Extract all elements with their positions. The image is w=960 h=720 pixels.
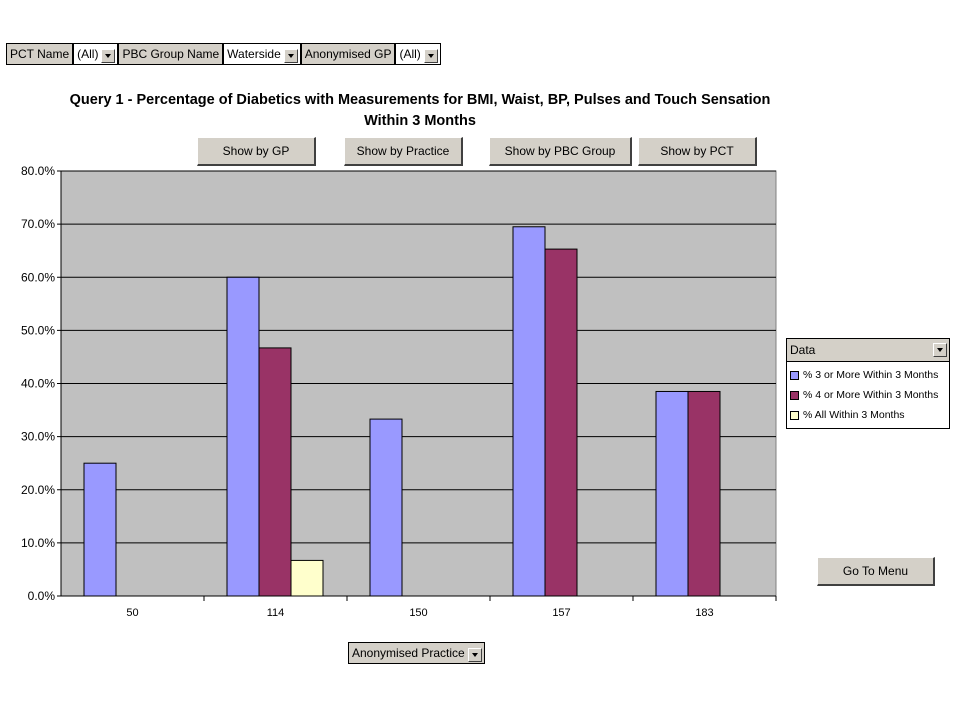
y-tick-label: 50.0% — [21, 323, 55, 337]
dropdown-arrow-icon[interactable] — [423, 49, 438, 63]
y-tick-label: 80.0% — [21, 164, 55, 178]
x-tick-label: 157 — [552, 607, 570, 619]
legend-swatch — [790, 390, 799, 400]
legend-title: Data — [790, 343, 816, 357]
x-tick-label: 114 — [267, 607, 285, 619]
legend-swatch — [790, 410, 799, 420]
y-tick-label: 70.0% — [21, 217, 55, 231]
go-to-menu-button[interactable]: Go To Menu — [817, 557, 935, 586]
dropdown-arrow-icon[interactable] — [467, 648, 482, 662]
bar — [369, 418, 403, 597]
chart-title-block: Query 1 - Percentage of Diabetics with M… — [60, 90, 780, 132]
filter-pct-name-label: PCT Name — [6, 43, 74, 65]
chart-subtitle: Within 3 Months — [364, 113, 476, 129]
legend-label: % All Within 3 Months — [803, 409, 905, 421]
legend-swatch — [790, 370, 799, 380]
bar — [655, 390, 689, 597]
filter-anonymised-gp-dropdown[interactable]: (All) — [395, 43, 441, 65]
page-filter-bar: PCT Name (All) PBC Group Name Waterside … — [6, 43, 441, 65]
y-tick-label: 60.0% — [21, 270, 55, 284]
show-by-pbc-group-button[interactable]: Show by PBC Group — [489, 137, 632, 166]
bar — [687, 390, 721, 597]
x-tick-label: 183 — [695, 607, 713, 619]
legend-label: % 4 or More Within 3 Months — [803, 389, 939, 401]
y-tick-label: 40.0% — [21, 377, 55, 391]
y-tick-label: 0.0% — [28, 589, 56, 603]
dropdown-arrow-icon[interactable] — [101, 49, 116, 63]
legend-header[interactable]: Data — [786, 338, 950, 362]
filter-pbc-group-dropdown[interactable]: Waterside — [223, 43, 301, 65]
x-tick-label: 150 — [409, 607, 427, 619]
y-tick-label: 10.0% — [21, 536, 55, 550]
bar — [544, 248, 578, 597]
x-tick-label: 50 — [126, 607, 138, 619]
chart-title: Query 1 - Percentage of Diabetics with M… — [69, 92, 771, 108]
legend-body: % 3 or More Within 3 Months % 4 or More … — [786, 362, 950, 429]
x-axis-field-label: Anonymised Practice — [352, 646, 465, 660]
legend-item: % All Within 3 Months — [790, 405, 949, 425]
legend-item: % 3 or More Within 3 Months — [790, 365, 949, 385]
y-tick-label: 30.0% — [21, 430, 55, 444]
filter-pct-name-value: (All) — [77, 47, 99, 61]
filter-pbc-group-label: PBC Group Name — [118, 43, 224, 65]
bar — [512, 226, 546, 597]
bar — [290, 559, 324, 597]
filter-anonymised-gp-label: Anonymised GP — [300, 43, 396, 65]
show-by-gp-button[interactable]: Show by GP — [197, 137, 316, 166]
legend: Data % 3 or More Within 3 Months % 4 or … — [786, 338, 950, 429]
legend-item: % 4 or More Within 3 Months — [790, 385, 949, 405]
dropdown-arrow-icon[interactable] — [283, 49, 298, 63]
y-tick-label: 20.0% — [21, 483, 55, 497]
bar — [258, 347, 292, 597]
x-axis-field-dropdown[interactable]: Anonymised Practice — [348, 642, 485, 664]
filter-pbc-group-value: Waterside — [227, 47, 281, 61]
legend-label: % 3 or More Within 3 Months — [803, 369, 939, 381]
show-by-practice-button[interactable]: Show by Practice — [344, 137, 463, 166]
filter-anonymised-gp-value: (All) — [399, 47, 421, 61]
bar — [226, 276, 260, 597]
dropdown-arrow-icon[interactable] — [933, 343, 947, 357]
filter-pct-name-dropdown[interactable]: (All) — [73, 43, 119, 65]
show-by-pct-button[interactable]: Show by PCT — [638, 137, 757, 166]
bar — [83, 462, 117, 597]
